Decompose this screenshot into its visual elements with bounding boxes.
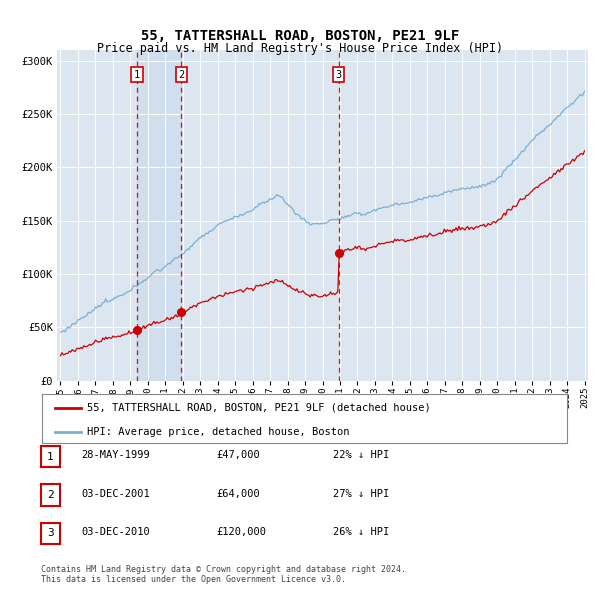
Text: £120,000: £120,000 — [216, 527, 266, 537]
Text: 2: 2 — [178, 70, 184, 80]
Text: Contains HM Land Registry data © Crown copyright and database right 2024.
This d: Contains HM Land Registry data © Crown c… — [41, 565, 406, 584]
Text: Price paid vs. HM Land Registry's House Price Index (HPI): Price paid vs. HM Land Registry's House … — [97, 42, 503, 55]
Text: 26% ↓ HPI: 26% ↓ HPI — [333, 527, 389, 537]
Text: HPI: Average price, detached house, Boston: HPI: Average price, detached house, Bost… — [86, 427, 349, 437]
Text: 27% ↓ HPI: 27% ↓ HPI — [333, 489, 389, 499]
Text: 1: 1 — [47, 452, 54, 461]
Text: 28-MAY-1999: 28-MAY-1999 — [81, 451, 150, 460]
Text: 2: 2 — [47, 490, 54, 500]
Text: 3: 3 — [47, 529, 54, 538]
Text: £64,000: £64,000 — [216, 489, 260, 499]
Text: 3: 3 — [335, 70, 341, 80]
Text: 03-DEC-2001: 03-DEC-2001 — [81, 489, 150, 499]
Text: 55, TATTERSHALL ROAD, BOSTON, PE21 9LF: 55, TATTERSHALL ROAD, BOSTON, PE21 9LF — [141, 30, 459, 44]
Text: 55, TATTERSHALL ROAD, BOSTON, PE21 9LF (detached house): 55, TATTERSHALL ROAD, BOSTON, PE21 9LF (… — [86, 402, 430, 412]
Text: £47,000: £47,000 — [216, 451, 260, 460]
Bar — [137, 50, 181, 381]
Text: 1: 1 — [134, 70, 140, 80]
Text: 03-DEC-2010: 03-DEC-2010 — [81, 527, 150, 537]
Text: 22% ↓ HPI: 22% ↓ HPI — [333, 451, 389, 460]
